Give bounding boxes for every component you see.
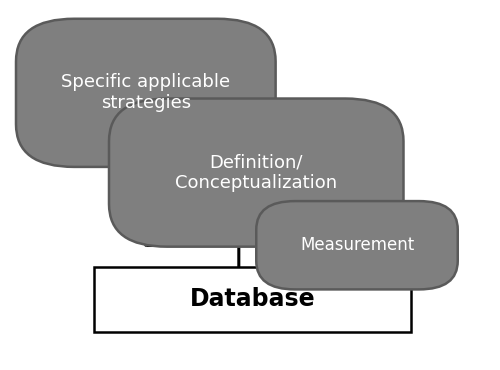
FancyBboxPatch shape [94,267,411,332]
FancyBboxPatch shape [16,19,276,167]
Text: Measurement: Measurement [300,236,414,254]
FancyBboxPatch shape [256,201,458,289]
Text: Definition/
Conceptualization: Definition/ Conceptualization [175,153,338,192]
Text: Specific applicable
strategies: Specific applicable strategies [61,73,230,112]
Text: Database: Database [190,287,315,312]
FancyBboxPatch shape [109,98,404,247]
